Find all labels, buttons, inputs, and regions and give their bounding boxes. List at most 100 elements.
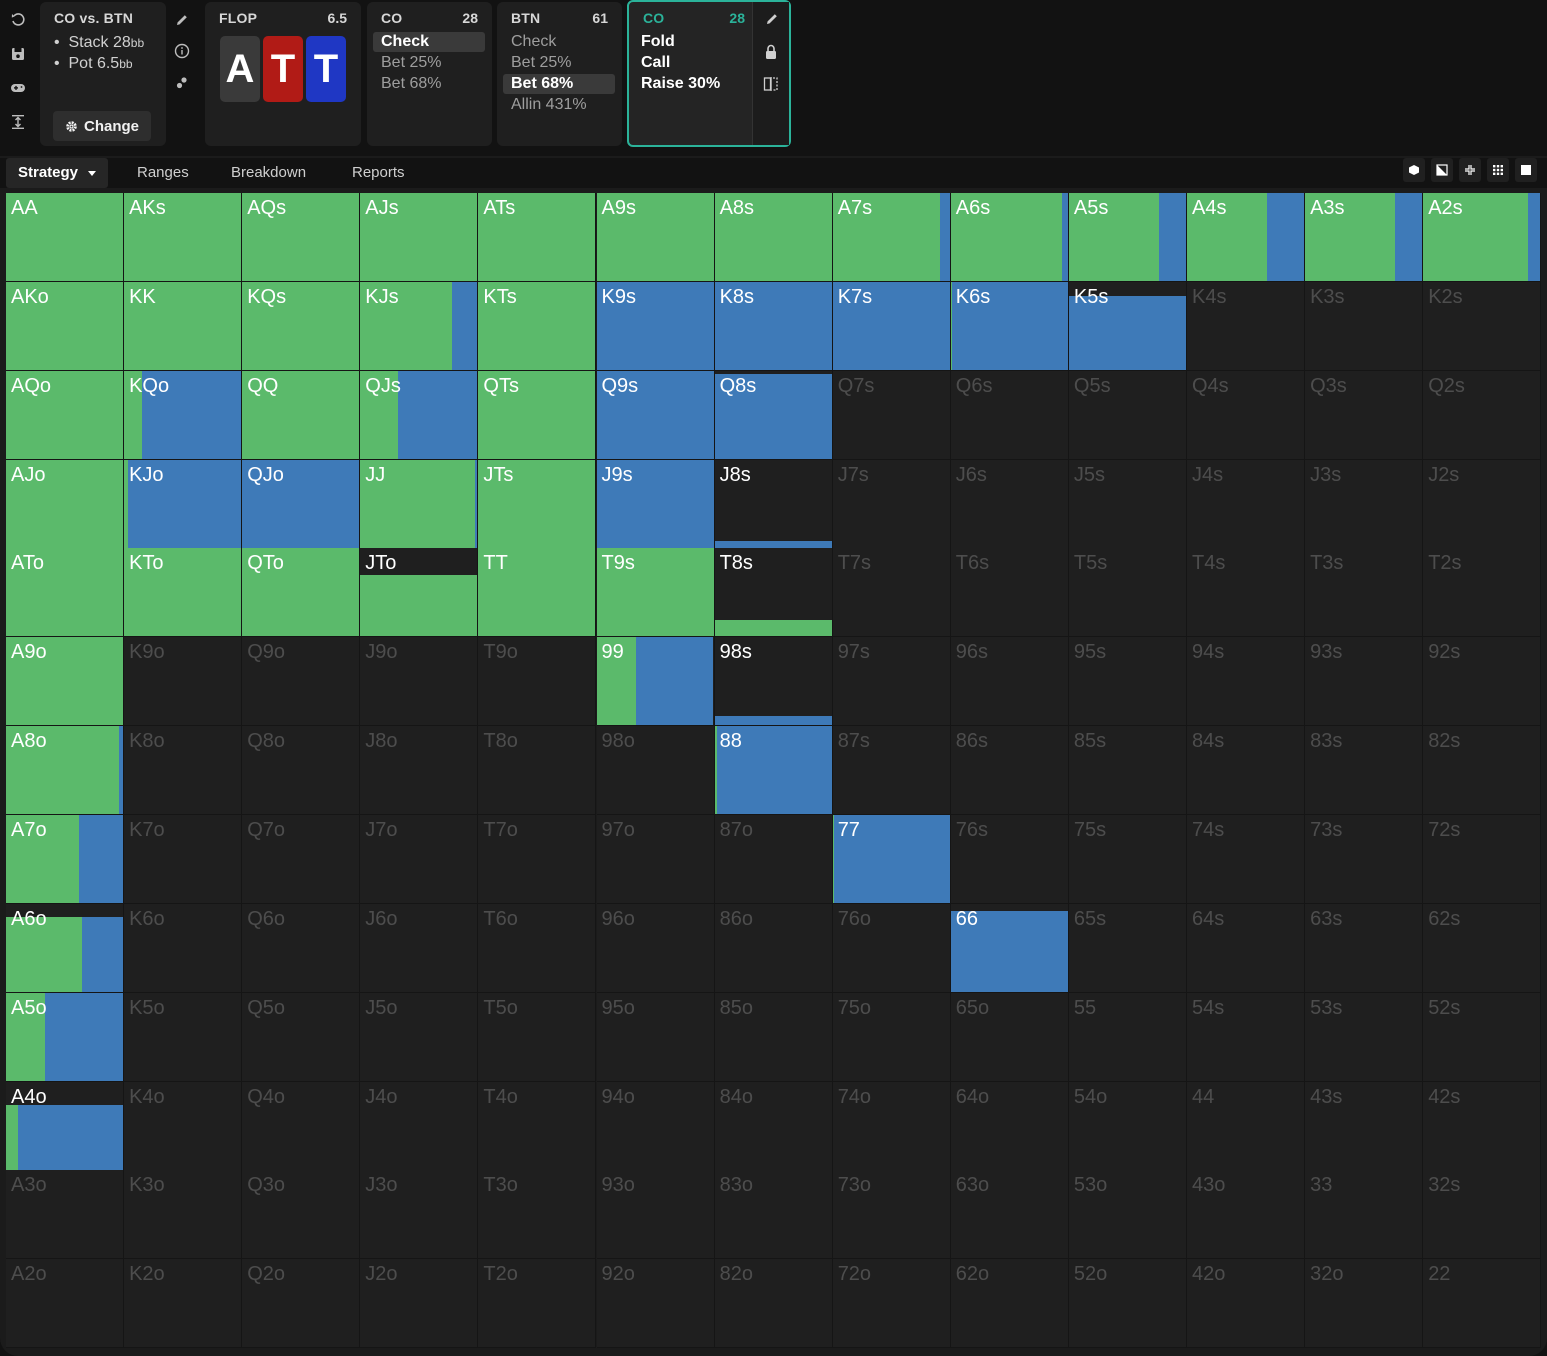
hand-cell[interactable]: ATs	[478, 193, 597, 282]
hand-cell[interactable]: A7s	[832, 193, 951, 282]
compare-icon[interactable]	[763, 76, 779, 97]
hand-cell[interactable]: QTs	[478, 370, 597, 460]
hand-cell[interactable]: Q4s	[1187, 370, 1305, 460]
hand-cell[interactable]: T9s	[596, 548, 715, 638]
action-call[interactable]: Call	[641, 54, 671, 71]
hand-cell[interactable]: Q6o	[242, 903, 361, 993]
chips-icon[interactable]	[172, 73, 192, 93]
hand-cell[interactable]: K7o	[124, 814, 243, 904]
hand-cell[interactable]: 87o	[714, 814, 833, 904]
hand-cell[interactable]: Q8s	[714, 370, 833, 460]
hand-cell[interactable]: T2o	[478, 1259, 597, 1349]
hand-cell[interactable]: AKs	[124, 193, 243, 282]
hand-cell[interactable]: 93s	[1305, 637, 1424, 727]
hand-cell[interactable]: ATo	[6, 548, 124, 638]
hand-cell[interactable]: K7s	[832, 281, 951, 371]
hand-cell[interactable]: A5o	[6, 992, 124, 1082]
hand-cell[interactable]: K2s	[1423, 281, 1542, 371]
hand-cell[interactable]: Q7s	[832, 370, 951, 460]
hand-cell[interactable]: K8o	[124, 726, 243, 816]
hand-cell[interactable]: 82o	[714, 1259, 833, 1349]
hand-cell[interactable]: A6s	[950, 193, 1069, 282]
hand-cell[interactable]: K4o	[124, 1081, 243, 1171]
hand-cell[interactable]: 85o	[714, 992, 833, 1082]
hand-cell[interactable]: 22	[1423, 1259, 1542, 1349]
hand-cell[interactable]: 73o	[832, 1170, 951, 1260]
hand-cell[interactable]: 64o	[950, 1081, 1069, 1171]
hand-cell[interactable]: K6s	[950, 281, 1069, 371]
hand-cell[interactable]: A3o	[6, 1170, 124, 1260]
hand-cell[interactable]: J6o	[360, 903, 479, 993]
hand-cell[interactable]: 88	[714, 726, 833, 816]
hand-cell[interactable]: 65s	[1068, 903, 1187, 993]
hand-cell[interactable]: 33	[1305, 1170, 1424, 1260]
hand-cell[interactable]: A4o	[6, 1081, 124, 1171]
hand-cell[interactable]: KTo	[124, 548, 243, 638]
hand-cell[interactable]: AQo	[6, 370, 124, 460]
undo-icon[interactable]	[8, 10, 28, 30]
hand-cell[interactable]: 66	[950, 903, 1069, 993]
hand-cell[interactable]: 77	[832, 814, 951, 904]
hand-cell[interactable]: 73s	[1305, 814, 1424, 904]
change-button[interactable]: Change	[53, 111, 151, 141]
hand-cell[interactable]: 85s	[1068, 726, 1187, 816]
hand-cell[interactable]: AA	[6, 193, 124, 282]
hand-cell[interactable]: J7o	[360, 814, 479, 904]
hand-cell[interactable]: TT	[478, 548, 597, 638]
hand-cell[interactable]: Q6s	[950, 370, 1069, 460]
hand-cell[interactable]: K4s	[1187, 281, 1305, 371]
hand-cell[interactable]: K3s	[1305, 281, 1424, 371]
hand-cell[interactable]: Q5o	[242, 992, 361, 1082]
cube-icon[interactable]	[1403, 158, 1425, 182]
hand-cell[interactable]: KJo	[124, 459, 243, 549]
hand-cell[interactable]: 96o	[596, 903, 715, 993]
hand-cell[interactable]: 87s	[832, 726, 951, 816]
hand-cell[interactable]: A3s	[1305, 193, 1424, 282]
hand-cell[interactable]: KTs	[478, 281, 597, 371]
hand-cell[interactable]: KJs	[360, 281, 479, 371]
hand-cell[interactable]: 99	[596, 637, 715, 727]
hand-cell[interactable]: J2o	[360, 1259, 479, 1349]
hand-cell[interactable]: 54o	[1068, 1081, 1187, 1171]
hand-cell[interactable]: J4o	[360, 1081, 479, 1171]
hand-cell[interactable]: QQ	[242, 370, 361, 460]
hand-cell[interactable]: KQo	[124, 370, 243, 460]
hand-cell[interactable]: 82s	[1423, 726, 1542, 816]
hand-cell[interactable]: Q3o	[242, 1170, 361, 1260]
expand-vertical-icon[interactable]	[8, 112, 28, 132]
hand-cell[interactable]: 42s	[1423, 1081, 1542, 1171]
tab-ranges[interactable]: Ranges	[137, 164, 189, 181]
hand-cell[interactable]: JJ	[360, 459, 479, 549]
contrast-icon[interactable]	[1431, 158, 1453, 182]
hand-cell[interactable]: 63s	[1305, 903, 1424, 993]
hand-cell[interactable]: T6s	[950, 548, 1069, 638]
hand-cell[interactable]: 95o	[596, 992, 715, 1082]
hand-cell[interactable]: J4s	[1187, 459, 1305, 549]
hand-cell[interactable]: 86s	[950, 726, 1069, 816]
hand-cell[interactable]: JTs	[478, 459, 597, 549]
hand-cell[interactable]: QTo	[242, 548, 361, 638]
action-bet-68[interactable]: Bet 68%	[503, 74, 615, 94]
hand-cell[interactable]: AJs	[360, 193, 479, 282]
hand-cell[interactable]: 32s	[1423, 1170, 1542, 1260]
compress-icon[interactable]	[1459, 158, 1481, 182]
hand-cell[interactable]: J2s	[1423, 459, 1542, 549]
grid-icon[interactable]	[1487, 158, 1509, 182]
hand-cell[interactable]: 94o	[596, 1081, 715, 1171]
hand-cell[interactable]: 83s	[1305, 726, 1424, 816]
hand-cell[interactable]: J8s	[714, 459, 833, 549]
hand-cell[interactable]: 53s	[1305, 992, 1424, 1082]
hand-cell[interactable]: KQs	[242, 281, 361, 371]
action-check[interactable]: Check	[511, 33, 557, 50]
hand-cell[interactable]: 92s	[1423, 637, 1542, 727]
tab-breakdown[interactable]: Breakdown	[231, 164, 307, 181]
hand-cell[interactable]: J3s	[1305, 459, 1424, 549]
hand-cell[interactable]: KK	[124, 281, 243, 371]
hand-cell[interactable]: T6o	[478, 903, 597, 993]
hand-cell[interactable]: AKo	[6, 281, 124, 371]
hand-cell[interactable]: AJo	[6, 459, 124, 549]
hand-cell[interactable]: K3o	[124, 1170, 243, 1260]
hand-cell[interactable]: 94s	[1187, 637, 1305, 727]
hand-cell[interactable]: 98o	[596, 726, 715, 816]
hand-cell[interactable]: A9s	[596, 193, 715, 282]
